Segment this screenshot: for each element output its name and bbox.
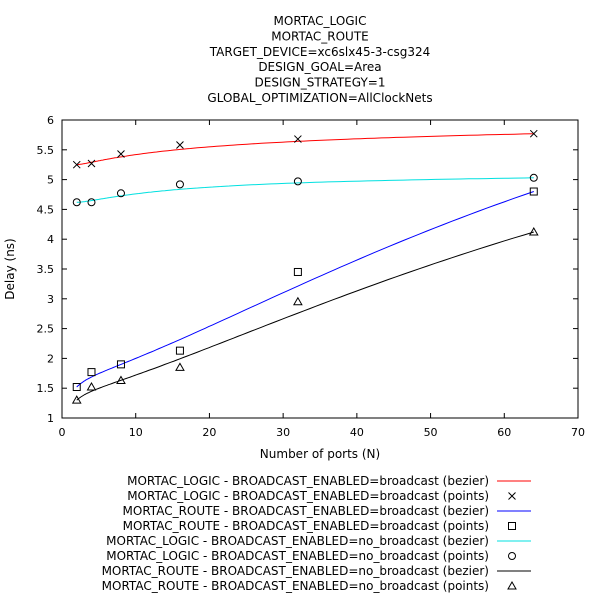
legend-item-marker	[508, 552, 516, 560]
series-1-point	[175, 346, 184, 355]
series-1-point	[529, 187, 538, 196]
series-3-point	[71, 395, 82, 404]
chart-title-line: MORTAC_LOGIC	[274, 14, 367, 28]
series-0-point	[72, 160, 81, 169]
series-0-curve	[76, 133, 534, 166]
x-tick-label: 20	[202, 426, 216, 439]
series-0-point	[117, 150, 125, 158]
y-tick-label: 1	[47, 412, 54, 425]
y-tick-label: 5	[47, 174, 54, 187]
legend-item-marker	[508, 522, 516, 530]
y-tick-label: 5.5	[37, 144, 55, 157]
series-2-point	[529, 173, 538, 182]
legend-item-label: MORTAC_ROUTE - BROADCAST_ENABLED=broadca…	[123, 504, 489, 518]
series-0-point	[176, 141, 184, 149]
chart-title-line: DESIGN_GOAL=Area	[258, 60, 381, 74]
legend-item-marker	[508, 492, 516, 500]
series-1-curve	[76, 191, 534, 388]
series-2-point	[116, 189, 125, 198]
series-3-point	[175, 362, 185, 371]
chart-title-line: TARGET_DEVICE=xc6slx45-3-csg324	[209, 45, 431, 59]
x-tick-label: 10	[129, 426, 143, 439]
series-2-curve	[76, 177, 534, 203]
x-axis-label: Number of ports (N)	[260, 447, 380, 461]
x-tick-label: 40	[350, 426, 364, 439]
y-axis-label: Delay (ns)	[3, 238, 17, 299]
legend-item-label: MORTAC_LOGIC - BROADCAST_ENABLED=no_broa…	[106, 534, 489, 548]
series-curves	[76, 133, 534, 401]
y-tick-label: 4.5	[37, 203, 55, 216]
series-1-point	[116, 360, 125, 369]
legend: MORTAC_LOGIC - BROADCAST_ENABLED=broadca…	[102, 474, 531, 593]
series-1-point	[87, 368, 96, 377]
series-1-point	[72, 383, 81, 392]
series-3-point	[86, 382, 97, 391]
x-tick-label: 50	[424, 426, 438, 439]
y-tick-label: 3	[47, 293, 54, 306]
y-tick-label: 2	[47, 352, 54, 365]
legend-item-label: MORTAC_LOGIC - BROADCAST_ENABLED=broadca…	[127, 474, 489, 488]
series-markers	[71, 129, 539, 404]
series-2-point	[72, 198, 81, 207]
x-tick-label: 70	[571, 426, 585, 439]
series-3-point	[293, 296, 303, 306]
series-2-point	[293, 177, 302, 186]
plot-axes: 0 10 20 30 40 50 60 70 1 1.5 2 2.5 3 3.5 4 4.5 5 5.5 6	[37, 114, 586, 439]
legend-item-marker	[507, 580, 517, 590]
x-tick-label: 30	[276, 426, 290, 439]
x-tick-label: 60	[497, 426, 511, 439]
y-tick-label: 2.5	[37, 323, 55, 336]
legend-item-label: MORTAC_ROUTE - BROADCAST_ENABLED=no_broa…	[102, 564, 489, 578]
y-tick-label: 1.5	[37, 382, 55, 395]
chart-title-line: MORTAC_ROUTE	[271, 29, 369, 43]
series-3-point	[528, 227, 539, 236]
series-3-point	[116, 375, 126, 384]
series-1-point	[293, 267, 302, 276]
series-2-point	[87, 198, 96, 207]
legend-item-label: MORTAC_LOGIC - BROADCAST_ENABLED=no_broa…	[106, 549, 489, 563]
chart-title-line: DESIGN_STRATEGY=1	[255, 76, 386, 90]
series-3-curve	[76, 231, 534, 401]
series-0-point	[529, 129, 538, 138]
y-tick-label: 6	[47, 114, 54, 127]
legend-item-label: MORTAC_LOGIC - BROADCAST_ENABLED=broadca…	[127, 489, 489, 503]
series-0-point	[87, 159, 96, 168]
y-tick-label: 3.5	[37, 263, 55, 276]
x-tick-label: 0	[59, 426, 66, 439]
series-2-point	[175, 180, 184, 189]
y-tick-label: 4	[47, 233, 54, 246]
series-0-point	[294, 135, 302, 143]
legend-item-label: MORTAC_ROUTE - BROADCAST_ENABLED=no_broa…	[102, 579, 489, 593]
chart-title-line: GLOBAL_OPTIMIZATION=AllClockNets	[207, 91, 432, 105]
legend-item-label: MORTAC_ROUTE - BROADCAST_ENABLED=broadca…	[123, 519, 489, 533]
